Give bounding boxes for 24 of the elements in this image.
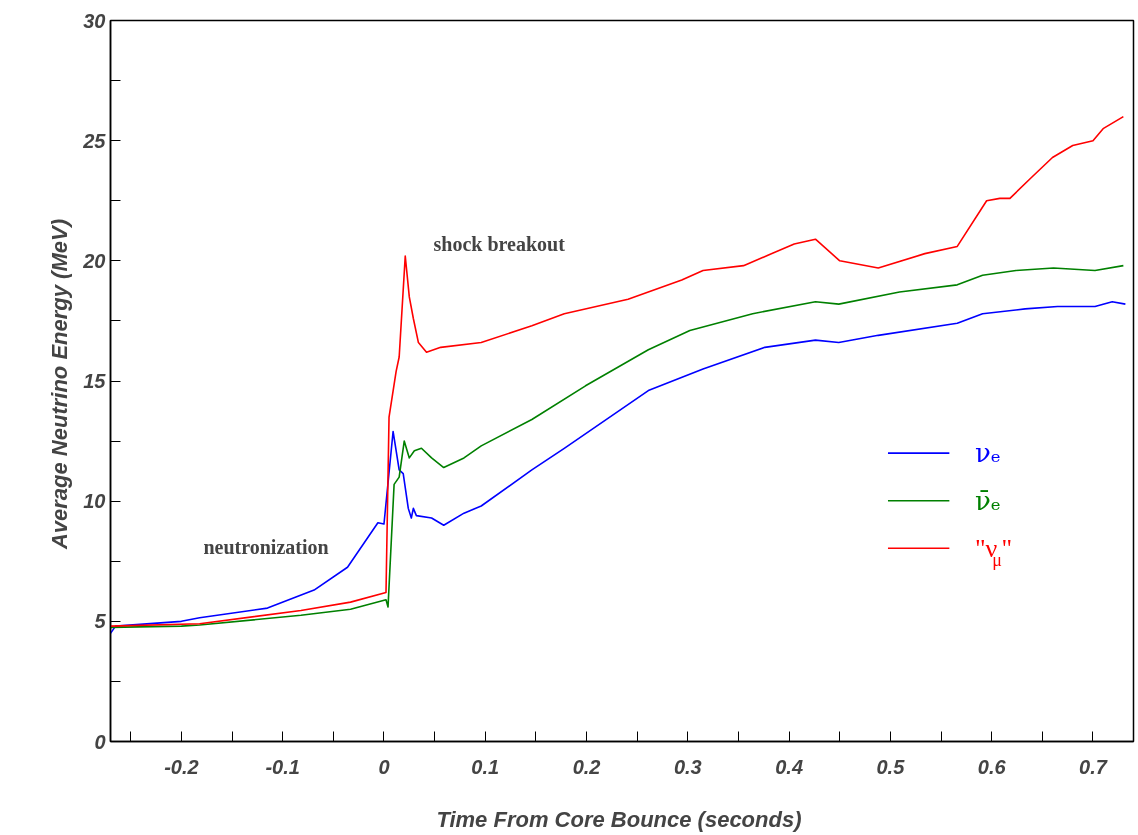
legend-label: νₑ bbox=[974, 438, 1001, 469]
y-tick-label: 30 bbox=[83, 9, 106, 32]
x-tick-label: 0.6 bbox=[977, 755, 1007, 778]
y-tick-label: 20 bbox=[82, 249, 106, 272]
legend-label: ν̄ₑ bbox=[974, 485, 1001, 516]
x-tick-label: 0 bbox=[378, 755, 390, 778]
x-tick-label: 0.3 bbox=[673, 755, 702, 778]
annotation: shock breakout bbox=[433, 233, 566, 256]
y-tick-label: 10 bbox=[83, 490, 106, 513]
x-tick-label: 0.2 bbox=[572, 755, 601, 778]
x-tick-label: -0.1 bbox=[265, 755, 300, 778]
y-tick-label: 5 bbox=[94, 610, 107, 633]
y-tick-label: 15 bbox=[83, 370, 107, 392]
x-tick-label: 0.4 bbox=[775, 755, 804, 778]
x-axis-title: Time From Core Bounce (seconds) bbox=[436, 806, 802, 832]
x-tick-label: 0.5 bbox=[876, 755, 906, 778]
annotation: neutronization bbox=[203, 535, 329, 558]
line-series bbox=[110, 115, 1125, 627]
x-tick-label: 0.1 bbox=[471, 755, 500, 778]
y-tick-label: 0 bbox=[94, 730, 106, 753]
x-tick-label: 0.7 bbox=[1079, 755, 1108, 778]
y-axis-title: Average Neutrino Energy (MeV) bbox=[47, 219, 73, 551]
x-tick-label: -0.2 bbox=[164, 755, 199, 778]
y-tick-label: 25 bbox=[82, 129, 107, 152]
